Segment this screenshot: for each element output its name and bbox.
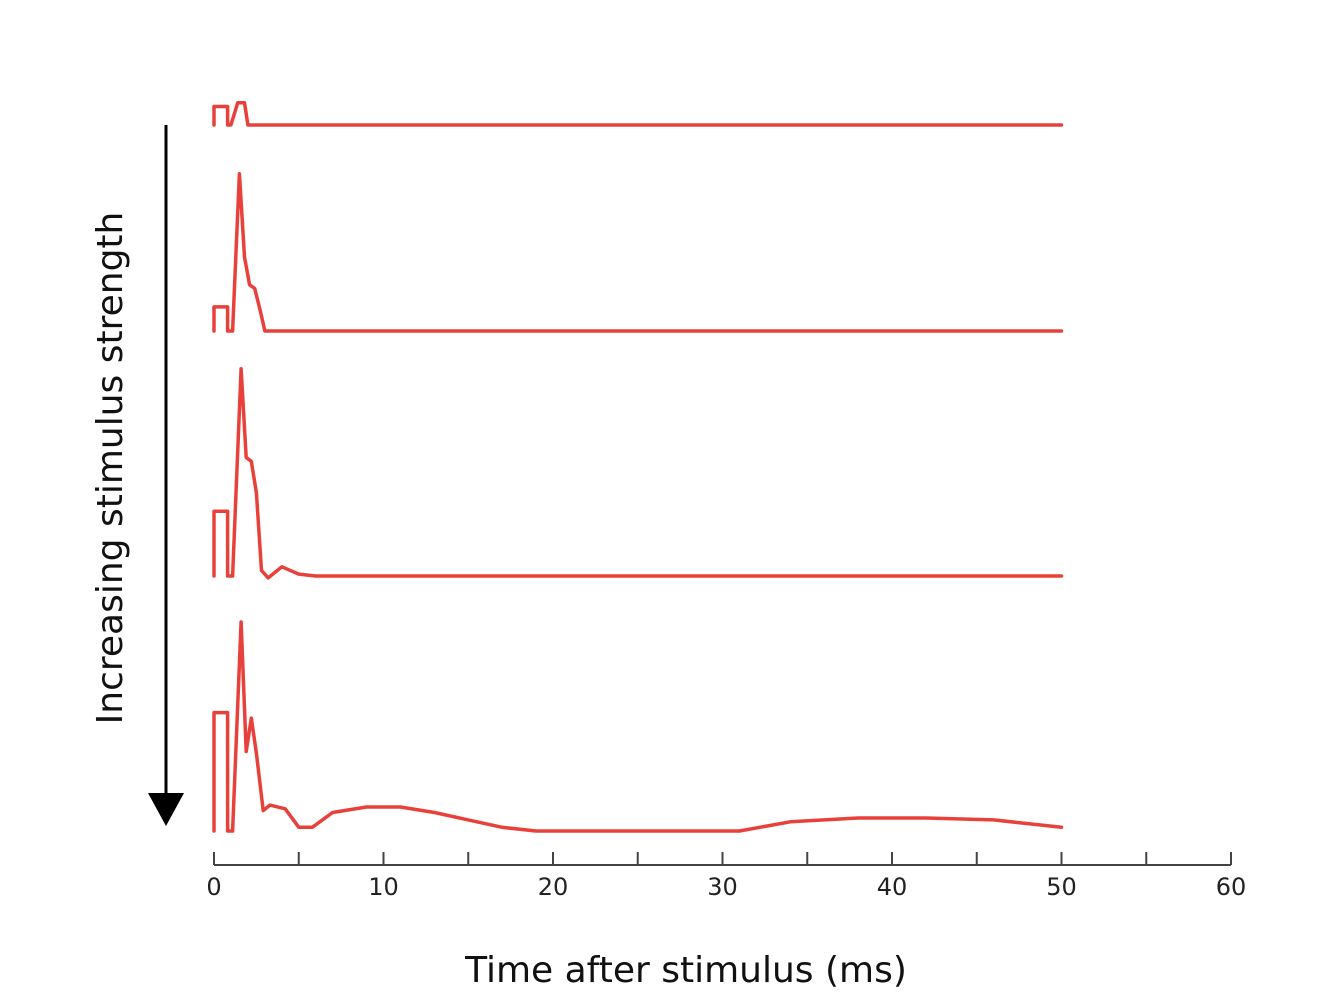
x-tick-label-40: 40 [877,873,908,901]
x-tick-label-10: 10 [368,873,399,901]
trace-line-2 [212,172,1064,333]
trace-line-3 [212,367,1064,580]
stimulus-strength-arrowhead [148,793,184,826]
x-axis-tick-labels: 0 10 20 30 40 50 60 [206,873,1246,901]
x-axis-ticks [213,852,1232,865]
x-axis-title: Time after stimulus (ms) [464,950,907,991]
x-tick-label-0: 0 [206,873,221,901]
y-axis-title: Increasing stimulus strength [90,212,131,725]
trace-line-4 [212,620,1064,833]
x-tick-label-20: 20 [538,873,569,901]
trace-line-1 [212,101,1064,127]
traces [212,101,1064,833]
x-tick-label-30: 30 [707,873,738,901]
x-tick-label-60: 60 [1216,873,1247,901]
x-tick-label-50: 50 [1046,873,1077,901]
